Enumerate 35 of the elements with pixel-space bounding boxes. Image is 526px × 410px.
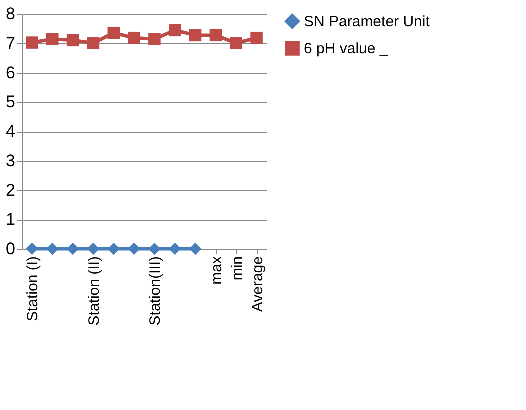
point [108,26,120,40]
y-tick-label: 4 [6,122,16,141]
point [108,242,120,256]
y-tick-label: 3 [6,151,16,170]
x-tick-label: Station(III) [147,256,164,326]
x-tick-label: min [228,256,246,281]
point [26,242,38,256]
point [250,32,263,44]
point [169,24,182,37]
point [128,242,140,256]
x-tick-label: Station (II) [86,256,103,326]
y-tick-label: 8 [6,4,16,24]
x-tick-label: Average [249,256,266,312]
legend-label: SN Parameter Unit [304,14,431,30]
y-tick-label: 2 [6,180,16,200]
point [148,242,161,256]
point [87,37,100,50]
point [46,33,59,46]
point [66,34,80,47]
x-tick-label: max [208,256,226,285]
x-tick-label: Station (I) [24,256,42,322]
point [46,242,59,256]
y-tick-label: 6 [6,63,16,82]
point [169,242,182,256]
point [148,33,161,46]
point [128,32,140,44]
legend-label: 6 pH value _ [304,40,389,58]
y-tick-label: 7 [6,34,16,53]
point [189,29,202,42]
point [26,36,38,49]
y-tick-label: 5 [6,92,16,112]
y-tick-label: 0 [6,240,16,258]
point [210,29,222,42]
y-tick-label: 1 [6,210,16,230]
point [230,37,242,50]
